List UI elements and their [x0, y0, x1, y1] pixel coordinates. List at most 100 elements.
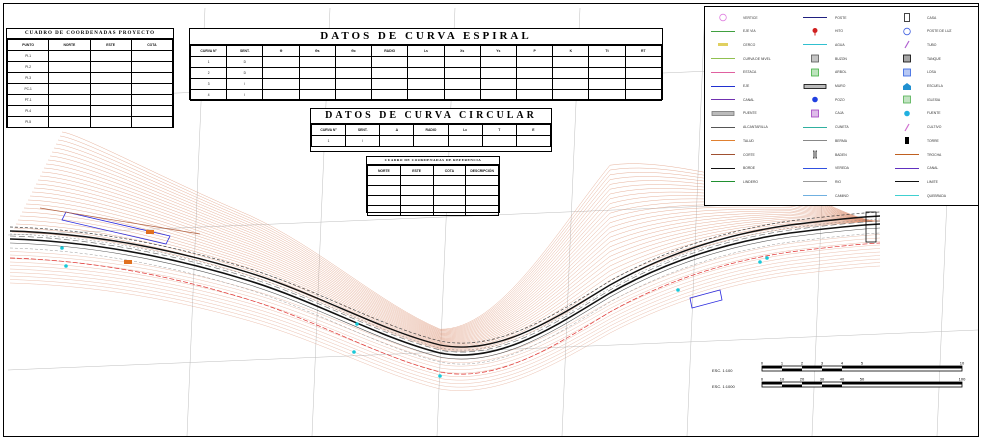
table-cell — [130, 61, 174, 73]
legend-label: VERTICE — [743, 15, 758, 20]
line-orange-icon — [709, 136, 737, 145]
box-blue-icon — [893, 68, 921, 77]
contour-line — [9, 241, 881, 367]
table-cell — [298, 67, 336, 79]
legend-item: CULTIVO — [893, 123, 941, 132]
legend-item: LINDERO — [709, 177, 758, 186]
table-row — [367, 175, 499, 186]
legend-label: POSTE DE LUZ — [927, 29, 952, 34]
header-cell: K — [552, 45, 590, 57]
circular-curve-grid: CURVA N° SENT. Δ RADIO Lc T E 1 I — [310, 124, 552, 147]
table-cell — [399, 195, 434, 206]
table-cell — [552, 67, 590, 79]
line-pink-icon — [709, 68, 737, 77]
table-cell — [443, 56, 481, 68]
table-cell — [432, 195, 467, 206]
contour-line — [33, 187, 881, 342]
header-cell: ESTE — [89, 39, 132, 51]
legend-item: BORDE — [709, 164, 755, 173]
table-cell — [367, 185, 401, 196]
legend-label: CANAL — [743, 97, 755, 102]
contour-line — [9, 258, 881, 384]
table-cell — [130, 105, 174, 117]
road-line — [9, 223, 881, 356]
box-black-icon — [893, 54, 921, 63]
road-line — [9, 211, 881, 344]
circle-pink-icon — [709, 13, 737, 22]
legend-label: CORTE — [743, 152, 755, 157]
legend-item: ARBOL — [801, 68, 847, 77]
reference-grid: NORTE ESTE COTA DESCRIPCIÓN — [367, 165, 499, 216]
table-cell — [432, 185, 467, 196]
legend-item: ESTACA — [709, 68, 756, 77]
table-cell: PI-1 — [6, 50, 50, 62]
table-cell — [48, 116, 91, 128]
header-cell: NORTE — [48, 39, 91, 51]
legend-item: VEREDA — [801, 164, 849, 173]
table-cell — [588, 56, 626, 68]
table-cell: PT-1 — [6, 94, 50, 106]
table-cell — [130, 50, 174, 62]
tall-rect-icon — [893, 13, 921, 22]
legend-item: CAMINO — [801, 191, 849, 200]
road-line — [9, 242, 881, 375]
legend-label: MURO — [835, 84, 846, 88]
line-purple-icon — [709, 95, 737, 104]
spiral-curve-title: DATOS DE CURVA ESPIRAL — [190, 29, 662, 45]
table-cell — [552, 78, 590, 90]
table-cell — [130, 83, 174, 95]
table-cell — [379, 135, 415, 147]
contour-line — [9, 262, 881, 388]
table-cell — [407, 67, 445, 79]
contour-line — [35, 183, 881, 341]
header-cell: RADIO — [413, 124, 449, 136]
line-blue2-icon — [801, 164, 829, 173]
legend-item: VERTICE — [709, 13, 758, 22]
contour-line — [11, 220, 881, 352]
table-row: PT-1 — [6, 94, 174, 106]
header-cell: Lc — [447, 124, 483, 136]
table-cell — [479, 67, 517, 79]
table-cell — [89, 61, 132, 73]
line-lightblue-icon — [801, 191, 829, 200]
table-cell — [413, 135, 449, 147]
spiral-curve-table: DATOS DE CURVA ESPIRAL CURVA N° SENT. Θ Θs Θ… — [189, 28, 663, 101]
table-cell — [262, 89, 300, 101]
contour-line — [25, 203, 881, 345]
legend-item: BERMA — [801, 136, 847, 145]
water-marker — [676, 288, 680, 292]
legend-label: BUZON — [835, 56, 847, 61]
header-cell: RADIO — [371, 45, 409, 57]
table-cell — [399, 205, 434, 216]
legend-item: TORRE — [893, 136, 939, 145]
table-cell — [130, 72, 174, 84]
dots-black-icon — [893, 136, 921, 145]
scale-label-2: ESC. 1:1000 — [712, 384, 735, 389]
line-black2-icon — [893, 177, 921, 186]
table-cell — [334, 67, 373, 79]
contour-line — [17, 219, 881, 349]
line-purple2-icon — [893, 164, 921, 173]
table-cell — [407, 89, 445, 101]
legend-label: CURVA DE NIVEL — [743, 56, 771, 61]
water-marker — [758, 260, 762, 264]
legend-item: BADEN — [801, 150, 847, 159]
table-row: PI-1 — [6, 50, 174, 62]
table-row: PI-5 — [6, 116, 174, 128]
legend-label: PUENTE — [743, 111, 757, 116]
table-cell — [48, 61, 91, 73]
table-cell — [298, 89, 336, 101]
legend-item: HITO — [801, 27, 843, 36]
header-cell: Ys — [479, 45, 517, 57]
table-cell — [89, 94, 132, 106]
bar-gray-icon — [709, 109, 737, 118]
table-cell — [465, 195, 499, 206]
house-blue-icon — [893, 82, 921, 91]
reference-coordinates-table: CUADRO DE COORDENADAS DE REFERENCIA NORT… — [366, 156, 500, 216]
table-cell — [481, 135, 517, 147]
grid-line — [686, 7, 706, 437]
line-navy-icon — [801, 13, 829, 22]
header-cell: RT — [624, 45, 663, 57]
